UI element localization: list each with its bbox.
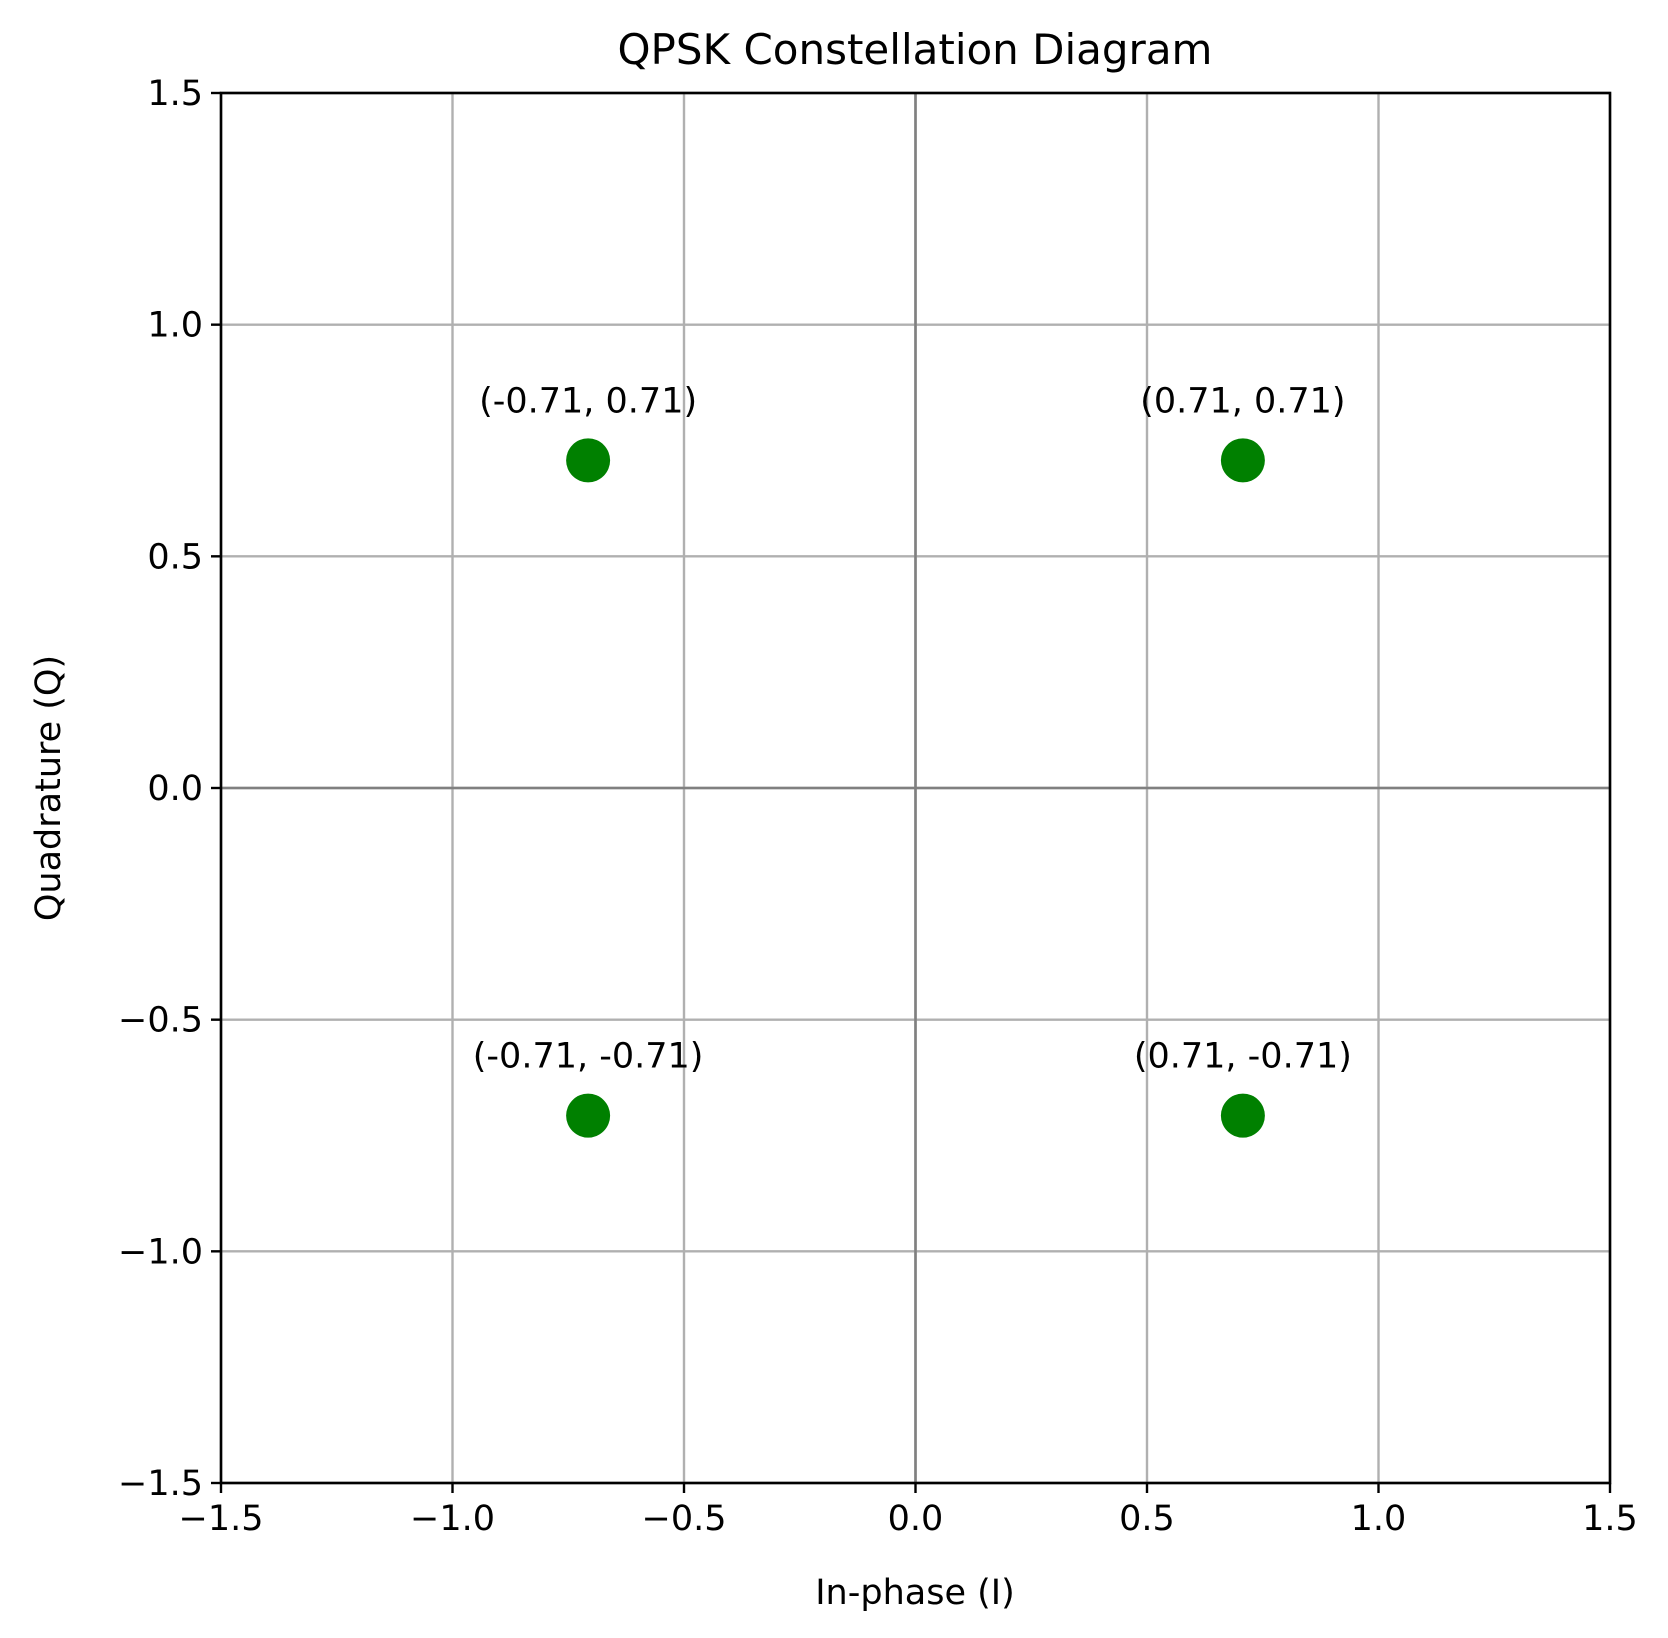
x-axis-ticks: −1.5 −1.0 −0.5 0.0 0.5 1.0 1.5 [179, 1483, 1638, 1539]
point-label: (-0.71, -0.71) [473, 1037, 704, 1077]
y-tick-label: 0.5 [147, 537, 203, 577]
x-tick-label: 0.0 [888, 1499, 944, 1539]
y-tick-label: −1.5 [118, 1464, 203, 1504]
point-label: (0.71, 0.71) [1140, 381, 1345, 421]
x-tick-label: −1.5 [179, 1499, 264, 1539]
point-label: (0.71, -0.71) [1134, 1037, 1352, 1077]
constellation-point [1220, 438, 1265, 483]
point-label: (-0.71, 0.71) [479, 381, 697, 421]
x-tick-label: −0.5 [642, 1499, 727, 1539]
constellation-points [566, 438, 1265, 1138]
y-tick-label: 0.0 [147, 769, 203, 809]
x-tick-label: 0.5 [1119, 1499, 1175, 1539]
y-axis-ticks: −1.5 −1.0 −0.5 0.0 0.5 1.0 1.5 [118, 74, 221, 1504]
y-tick-label: −1.0 [118, 1232, 203, 1272]
y-tick-label: 1.0 [147, 306, 203, 346]
y-axis-label: Quadrature (Q) [29, 655, 69, 921]
x-tick-label: −1.0 [410, 1499, 495, 1539]
y-tick-label: −0.5 [118, 1001, 203, 1041]
constellation-point [1220, 1093, 1265, 1138]
point-labels: (0.71, 0.71) (-0.71, 0.71) (-0.71, -0.71) (… [473, 381, 1352, 1076]
x-axis-label: In-phase (I) [815, 1573, 1015, 1613]
chart-title: QPSK Constellation Diagram [618, 25, 1213, 74]
y-tick-label: 1.5 [147, 74, 203, 114]
constellation-point [566, 1093, 611, 1138]
x-tick-label: 1.0 [1351, 1499, 1407, 1539]
x-tick-label: 1.5 [1582, 1499, 1638, 1539]
zero-axis-lines [221, 93, 1610, 1483]
constellation-point [566, 438, 611, 483]
